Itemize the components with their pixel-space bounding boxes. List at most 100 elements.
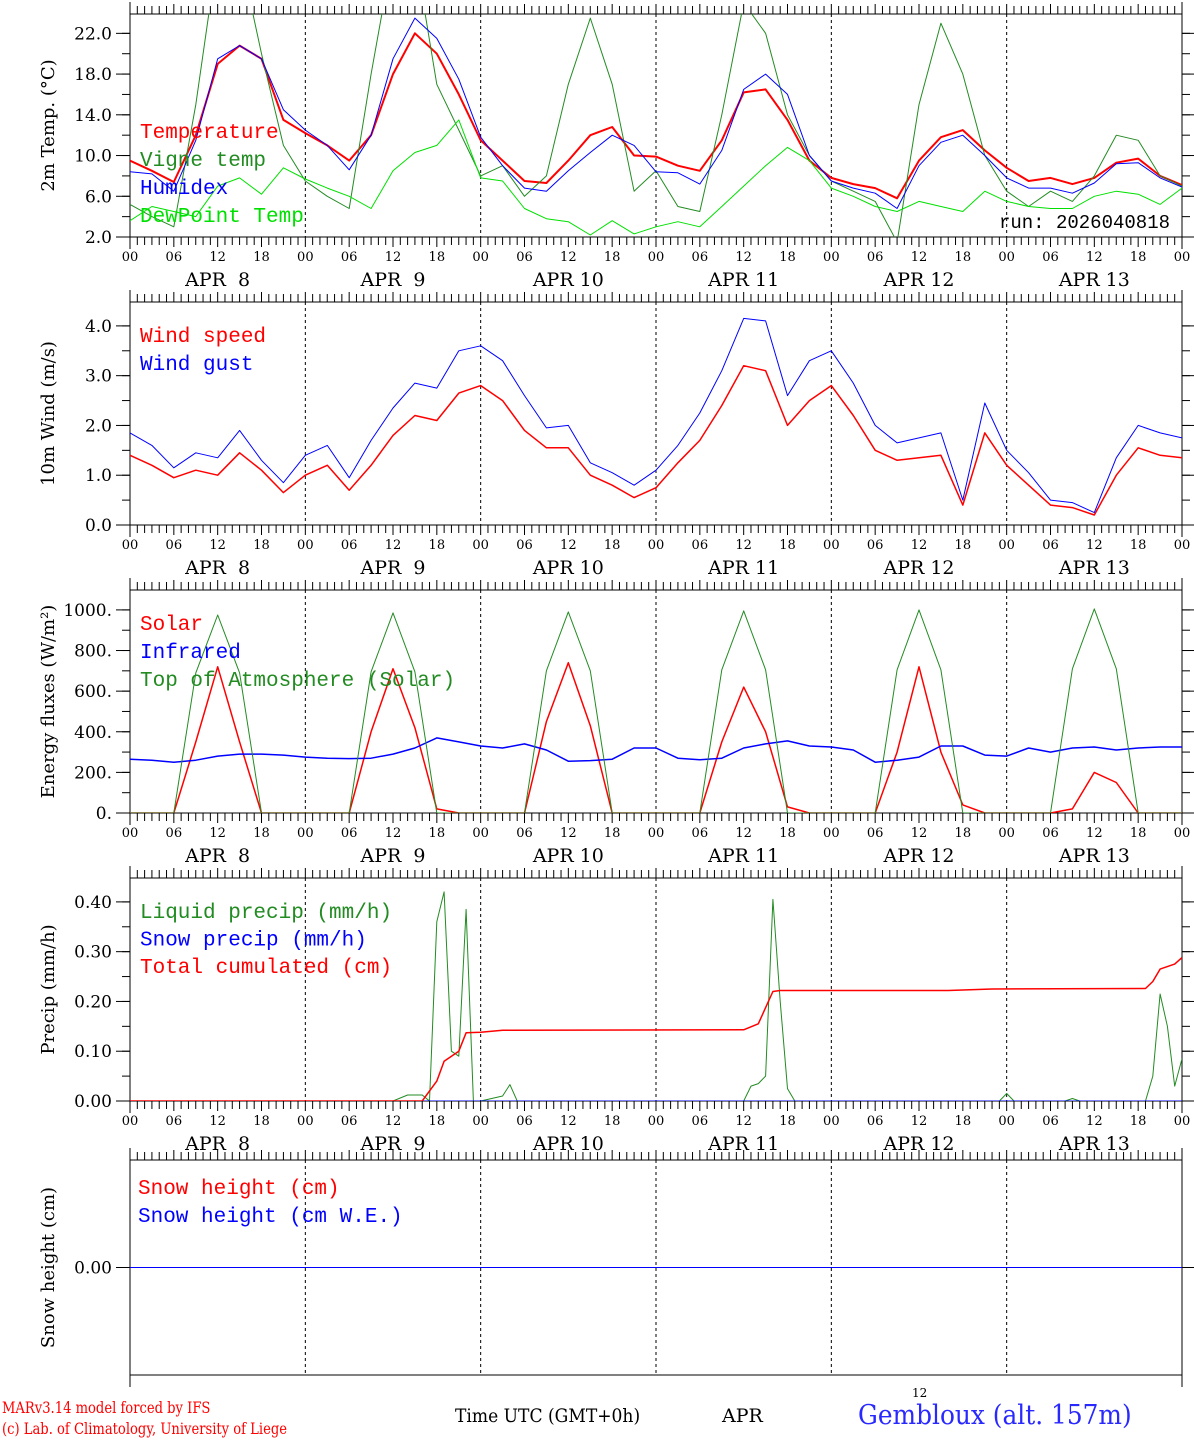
- x-tick-label: 12: [560, 1114, 577, 1129]
- legend-entry: Snow height (cm W.E.): [138, 1206, 403, 1229]
- day-label: APR 11: [707, 1133, 779, 1155]
- x-tick-label: 18: [604, 538, 621, 553]
- day-label: APR 13: [1058, 1133, 1130, 1155]
- series-line-wind-speed: [130, 364, 1182, 516]
- x-tick-label: 12: [385, 826, 402, 841]
- x-tick-label: 06: [692, 250, 709, 265]
- day-marker: 12: [912, 1386, 928, 1400]
- series-line-humidex: [130, 17, 1182, 209]
- x-tick-label: 06: [867, 538, 884, 553]
- legend-entry: Vigne temp: [140, 150, 266, 173]
- run-annotation: run: 2026040818: [999, 212, 1170, 234]
- day-label: APR 10: [532, 845, 604, 867]
- x-tick-label: 00: [998, 826, 1015, 841]
- x-tick-label: 06: [166, 1114, 183, 1129]
- y-tick-label: 14.0: [74, 106, 112, 126]
- x-tick-label-end: 00: [1174, 1114, 1191, 1129]
- day-label: APR 9: [360, 557, 426, 579]
- legend-entry: Snow height (cm): [138, 1178, 340, 1201]
- x-tick-label: 12: [1086, 538, 1103, 553]
- legend-entry: Top of Atmosphere (Solar): [140, 670, 455, 693]
- x-tick-label: 18: [779, 1114, 796, 1129]
- day-label: APR 11: [707, 557, 779, 579]
- x-tick-label: 00: [297, 826, 314, 841]
- day-label: APR 11: [707, 269, 779, 291]
- legend-entry: Total cumulated (cm): [140, 957, 392, 980]
- y-tick-label: 0.0: [85, 516, 112, 536]
- x-tick-label-end: 00: [1174, 826, 1191, 841]
- lab-credit: (c) Lab. of Climatology, University of L…: [2, 1419, 288, 1438]
- x-tick-label: 06: [867, 826, 884, 841]
- x-tick-label: 12: [209, 538, 226, 553]
- series-group: [130, 317, 1182, 516]
- x-tick-label: 18: [253, 826, 270, 841]
- x-tick-label: 00: [823, 538, 840, 553]
- x-tick-label: 18: [429, 250, 446, 265]
- x-tick-label: 12: [735, 1114, 752, 1129]
- x-tick-label: 12: [1086, 250, 1103, 265]
- x-tick-label: 18: [955, 538, 972, 553]
- day-label: APR 8: [184, 1133, 250, 1155]
- x-tick-label: 18: [429, 538, 446, 553]
- x-tick-label: 06: [516, 1114, 533, 1129]
- station-name: Gembloux (alt. 157m): [858, 1400, 1132, 1431]
- x-tick-label: 06: [1042, 250, 1059, 265]
- day-label: APR 10: [532, 557, 604, 579]
- y-tick-label: 0.20: [74, 992, 112, 1012]
- x-tick-label: 12: [385, 250, 402, 265]
- y-tick-label: 400.: [74, 723, 112, 743]
- day-label: APR 9: [360, 1133, 426, 1155]
- legend-entry: Wind gust: [140, 354, 253, 377]
- x-tick-label: 12: [560, 826, 577, 841]
- x-tick-label: 00: [122, 250, 139, 265]
- series-group: [130, 14, 1182, 237]
- day-label: APR 8: [184, 845, 250, 867]
- x-tick-label: 06: [341, 250, 358, 265]
- time-axis-label: Time UTC (GMT+0h): [455, 1405, 641, 1427]
- y-tick-label: 2.0: [85, 416, 112, 436]
- model-credit: MARv3.14 model forced by IFS: [2, 1398, 211, 1417]
- day-label: APR 8: [184, 557, 250, 579]
- legend-entry: Snow precip (mm/h): [140, 930, 367, 953]
- day-label: APR 8: [184, 269, 250, 291]
- series-line-infrared: [130, 737, 1182, 763]
- x-tick-label: 00: [122, 826, 139, 841]
- x-tick-label: 06: [516, 538, 533, 553]
- legend-entry: Solar: [140, 614, 203, 637]
- day-label: APR 11: [707, 845, 779, 867]
- legend-entry: Liquid precip (mm/h): [140, 902, 392, 925]
- day-label: APR 13: [1058, 269, 1130, 291]
- legend-entry: Wind speed: [140, 326, 266, 349]
- y-axis-title: 2m Temp. (°C): [38, 59, 59, 191]
- y-tick-label: 800.: [74, 642, 112, 662]
- x-tick-label: 12: [209, 826, 226, 841]
- y-tick-label: 4.0: [85, 317, 112, 337]
- x-tick-label: 00: [297, 1114, 314, 1129]
- series-line-vigne-temp: [130, 14, 1182, 237]
- series-line-temperature: [130, 32, 1182, 200]
- y-tick-label: 2.0: [85, 228, 112, 248]
- x-tick-label: 12: [911, 826, 928, 841]
- x-tick-label: 12: [560, 250, 577, 265]
- x-tick-label: 06: [867, 1114, 884, 1129]
- x-tick-label: 18: [253, 538, 270, 553]
- month-label: APR: [722, 1405, 763, 1427]
- x-tick-label: 00: [472, 538, 489, 553]
- day-label: APR 13: [1058, 557, 1130, 579]
- series-line-wind-gust: [130, 317, 1182, 514]
- x-tick-label: 06: [692, 1114, 709, 1129]
- x-tick-label: 12: [1086, 826, 1103, 841]
- panel-4: 0.00 0.10 0.20 0.30 0.40 Precip (mm/h) 00 06 12 1…: [38, 866, 1194, 1155]
- x-tick-label: 18: [1130, 1114, 1147, 1129]
- y-tick-label: 0.30: [74, 943, 112, 963]
- y-axis-title: Snow height (cm): [38, 1187, 59, 1348]
- x-tick-label: 18: [604, 1114, 621, 1129]
- x-tick-label: 12: [911, 250, 928, 265]
- y-axis-title: 10m Wind (m/s): [38, 341, 59, 486]
- x-tick-label: 18: [1130, 250, 1147, 265]
- y-tick-label: 1000.: [63, 601, 112, 621]
- y-tick-label: 600.: [74, 682, 112, 702]
- panel-5: 0.00 Snow height (cm) Snow height (cm) Snow…: [38, 1148, 1194, 1387]
- series-line-total-cumulated-cm: [130, 957, 1182, 1101]
- x-tick-label: 06: [1042, 826, 1059, 841]
